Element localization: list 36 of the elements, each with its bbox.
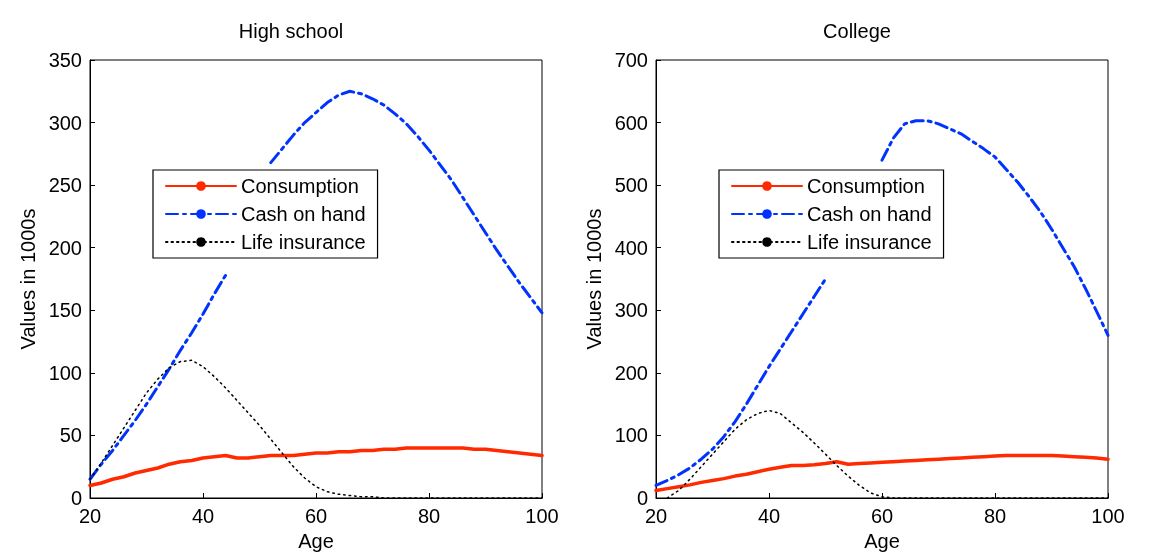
chart-title: High school	[238, 20, 344, 42]
x-axis-title: Age	[864, 529, 900, 552]
y-tick-label: 200	[614, 361, 648, 384]
line-series	[88, 446, 544, 488]
y-tick-label: 300	[48, 111, 82, 134]
legend-label: Consumption	[241, 175, 359, 197]
y-axis-title: Values in 1000s	[582, 208, 605, 350]
x-tick-label: 60	[870, 505, 894, 527]
y-tick-label: 150	[48, 299, 82, 322]
y-tick-label: 100	[614, 424, 648, 447]
y-tick-label: 250	[48, 174, 82, 197]
y-tick-label: 500	[614, 174, 648, 197]
y-tick-label: 50	[59, 424, 82, 447]
y-tick-label: 300	[614, 299, 648, 322]
y-tick-label: 100	[48, 361, 82, 384]
x-tick-label: 100	[525, 505, 559, 527]
legend-label: Cash on hand	[241, 203, 366, 225]
y-tick-label: 400	[614, 236, 648, 259]
legend-label: Life insurance	[807, 231, 932, 253]
y-tick-label: 700	[614, 49, 648, 71]
x-tick-label: 40	[191, 505, 215, 527]
x-tick-label: 80	[417, 505, 441, 527]
x-tick-label: 60	[304, 505, 328, 527]
y-tick-label: 600	[614, 111, 648, 134]
x-tick-label: 80	[983, 505, 1007, 527]
y-tick-label: 350	[48, 49, 82, 71]
chart-title: College	[823, 20, 891, 42]
legend-label: Consumption	[807, 175, 925, 197]
legend-label: Life insurance	[241, 231, 366, 253]
x-axis-title: Age	[298, 529, 334, 552]
x-tick-label: 40	[757, 505, 781, 527]
y-axis-title: Values in 1000s	[16, 208, 39, 350]
line-series	[654, 453, 1110, 493]
y-tick-label: 200	[48, 236, 82, 259]
legend-label: Cash on hand	[807, 203, 932, 225]
x-tick-label: 100	[1091, 505, 1125, 527]
